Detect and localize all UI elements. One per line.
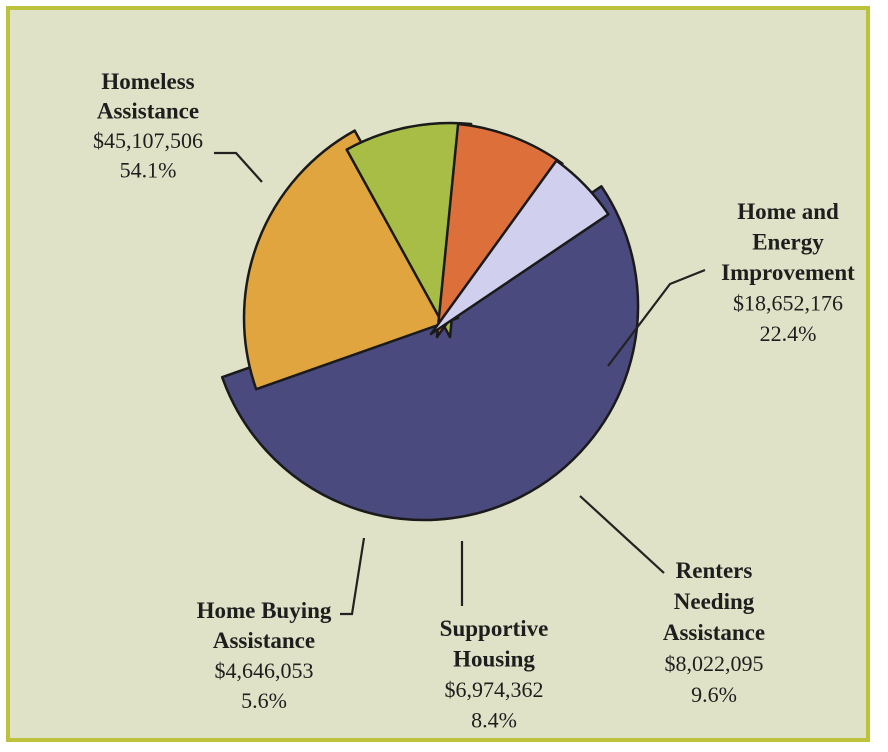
slice-name-line: Home and <box>737 199 839 224</box>
slice-name-line: Assistance <box>663 620 765 645</box>
slice-label: Home Buying Assistance $4,646,053 5.6% <box>197 598 332 713</box>
slice-percent: 9.6% <box>691 682 737 707</box>
slice-label: Renters Needing Assistance $8,022,095 9.6% <box>663 558 765 707</box>
slice-label: Home and Energy Improvement $18,652,176 22.4… <box>721 199 855 346</box>
slice-name-line: Homeless <box>101 69 194 94</box>
slice-label: Homeless Assistance $45,107,506 54.1% <box>93 69 203 183</box>
slice-percent: 54.1% <box>120 158 177 183</box>
slice-percent: 5.6% <box>241 688 287 713</box>
pie-slice-home-and-energy-improvement <box>242 129 460 391</box>
leader-line <box>579 495 665 574</box>
slice-name-line: Home Buying <box>197 598 332 623</box>
leader-line <box>607 268 706 367</box>
slice-percent: 8.4% <box>471 708 517 733</box>
slice-amount: $18,652,176 <box>733 291 843 316</box>
slice-amount: $8,022,095 <box>665 651 764 676</box>
pie-slice-home-buying-assistance <box>429 159 610 336</box>
slice-label: Supportive Housing $6,974,362 8.4% <box>440 616 549 733</box>
slice-amount: $45,107,506 <box>93 128 203 153</box>
slice-amount: $6,974,362 <box>445 677 544 702</box>
slice-name-line: Supportive <box>440 616 549 641</box>
slice-name-line: Needing <box>674 589 755 614</box>
slice-amount: $4,646,053 <box>215 658 314 683</box>
slice-name-line: Assistance <box>97 99 199 124</box>
slice-name-line: Improvement <box>721 260 855 285</box>
leader-line <box>340 537 366 616</box>
leader-line <box>214 151 263 183</box>
slice-name-line: Energy <box>752 230 824 255</box>
slice-percent: 22.4% <box>760 321 817 346</box>
pie-slice-homeless-assistance <box>220 185 640 522</box>
slice-name-line: Assistance <box>213 628 315 653</box>
slice-name-line: Renters <box>676 558 753 583</box>
slice-name-line: Housing <box>453 647 535 672</box>
